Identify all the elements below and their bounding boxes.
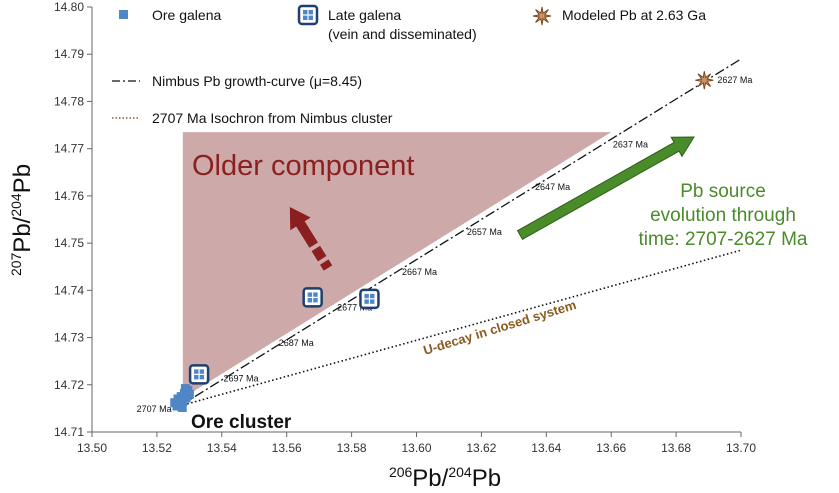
x-tick-label: 13.64: [531, 441, 561, 455]
x-axis-title-sup2: 204: [448, 464, 472, 480]
axis-titles: 206Pb/204Pb 207Pb/204Pb: [8, 164, 501, 492]
age-label: 2677 Ma: [337, 302, 372, 312]
older-arrow-dash2: [311, 245, 327, 262]
age-label: 2637 Ma: [613, 140, 648, 150]
x-tick-label: 13.70: [726, 441, 756, 455]
y-axis-title: 207Pb/204Pb: [8, 164, 36, 276]
pb-source-arrow-shape: [516, 136, 695, 241]
legend-modeled-pb-label: Modeled Pb at 2.63 Ga: [562, 7, 706, 23]
lines-layer: [179, 58, 742, 407]
legend-modeled-pb-swatch: [532, 6, 552, 26]
y-tick-label: 14.72: [54, 378, 84, 392]
older-arrow-head: [289, 206, 318, 248]
y-tick-label: 14.73: [54, 331, 84, 345]
age-label: 2657 Ma: [467, 227, 502, 237]
legend-late-galena-swatch: [297, 4, 319, 26]
x-tick-label: 13.68: [661, 441, 691, 455]
x-tick-label: 13.66: [596, 441, 626, 455]
pb-source-label-line1: Pb source: [680, 181, 766, 202]
pb-source-label-line3: time: 2707-2627 Ma: [639, 229, 808, 250]
legend: Ore galena Late galena (vein and dissemina…: [112, 4, 706, 126]
x-axis-title-sup1: 206: [389, 464, 413, 480]
x-tick-label: 13.50: [77, 441, 107, 455]
older-component-region: [182, 132, 612, 398]
x-tick-label: 13.52: [142, 441, 172, 455]
y-tick-label: 14.80: [54, 0, 84, 14]
legend-late-galena-label: Late galena: [328, 7, 401, 23]
y-axis-title-base1: Pb/: [9, 216, 36, 252]
modeled-pb-star: [695, 71, 714, 90]
legend-ore-galena-label: Ore galena: [152, 7, 221, 23]
age-label: 2687 Ma: [279, 338, 314, 348]
late-galena-point: [359, 288, 380, 310]
growth-curve-line: [179, 58, 742, 407]
y-tick-label: 14.76: [54, 189, 84, 203]
x-tick-label: 13.56: [272, 441, 302, 455]
y-tick-label: 14.75: [54, 236, 84, 250]
pb-source-label-line2: evolution through: [650, 205, 796, 226]
legend-growth-curve-label: Nimbus Pb growth-curve (μ=8.45): [152, 73, 362, 89]
ore-galena-point: [172, 401, 182, 411]
y-tick-label: 14.74: [54, 283, 84, 297]
x-tick-label: 13.54: [207, 441, 237, 455]
y-tick-label: 14.79: [54, 47, 84, 61]
x-tick-label: 13.60: [401, 441, 431, 455]
ages-layer: 2707 Ma 2697 Ma 2687 Ma 2677 Ma 2667 Ma 2657 …: [137, 75, 753, 414]
x-tick-label: 13.62: [466, 441, 496, 455]
older-component-label: Older component: [192, 150, 414, 182]
age-label: 2667 Ma: [402, 267, 437, 277]
pb-source-arrow: [516, 136, 695, 241]
late-galena-point: [188, 364, 210, 385]
y-tick-label: 14.71: [54, 425, 84, 439]
isochron-line: [179, 249, 742, 407]
ore-galena-point: [177, 402, 187, 412]
age-label: 2707 Ma: [137, 404, 172, 414]
u-decay-label: U-decay in closed system: [421, 297, 577, 358]
ore-cluster-label: Ore cluster: [191, 412, 292, 433]
age-label: 2647 Ma: [535, 182, 570, 192]
legend-ore-galena-swatch: [119, 10, 128, 19]
points-layer: [170, 71, 714, 412]
legend-isochron-label: 2707 Ma Isochron from Nimbus cluster: [152, 110, 393, 126]
region-layer: [182, 132, 612, 398]
y-tick-label: 14.77: [54, 142, 84, 156]
late-galena-point: [302, 287, 323, 308]
y-axis-title-sup2: 204: [8, 193, 24, 217]
y-tick-label: 14.78: [54, 94, 84, 108]
age-label: 2627 Ma: [717, 75, 752, 85]
y-axis-title-base2: Pb: [9, 164, 36, 193]
x-axis-title-base2: Pb: [472, 465, 501, 492]
age-label: 2697 Ma: [224, 373, 259, 383]
x-axis-title: 206Pb/204Pb: [389, 464, 501, 492]
ore-galena-point: [184, 389, 194, 399]
older-arrow-dash1: [320, 259, 333, 271]
x-axis-title-base1: Pb/: [412, 465, 448, 492]
y-axis-title-sup1: 207: [8, 252, 24, 276]
x-tick-label: 13.58: [337, 441, 367, 455]
ticks-layer: 13.50 13.52 13.54 13.56 13.58 13.60 13.62 13.64…: [54, 0, 756, 455]
legend-late-galena-sublabel: (vein and disseminated): [328, 26, 477, 42]
ore-galena-point: [180, 384, 190, 394]
older-component-arrow: [289, 206, 333, 271]
